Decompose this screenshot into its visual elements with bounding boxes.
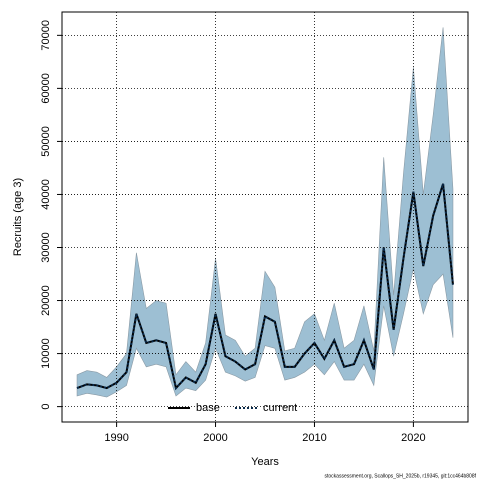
- x-tick-label: 1990: [104, 432, 128, 444]
- y-tick-label: 40000: [40, 179, 52, 210]
- series-line: [76, 183, 454, 391]
- footer: stockassessment.org, Scallops_SH_2025b, …: [325, 473, 477, 479]
- y-tick-label: 50000: [40, 126, 52, 157]
- x-axis-label: Years: [251, 456, 279, 468]
- plot-frame: [61, 11, 469, 423]
- x-tick-label: 2020: [401, 432, 425, 444]
- x-tick-label: 2000: [203, 432, 227, 444]
- confidence-band: [76, 27, 454, 398]
- legend-label: base: [196, 402, 220, 414]
- y-tick-label: 20000: [40, 285, 52, 316]
- y-axis-label: Recruits (age 3): [12, 178, 24, 256]
- y-tick-label: 30000: [40, 232, 52, 263]
- y-tick-label: 0: [40, 404, 52, 410]
- y-tick-label: 60000: [40, 73, 52, 104]
- y-tick-label: 70000: [40, 20, 52, 51]
- y-tick-label: 10000: [40, 338, 52, 369]
- legend-label: current: [263, 402, 297, 414]
- x-tick-label: 2010: [302, 432, 326, 444]
